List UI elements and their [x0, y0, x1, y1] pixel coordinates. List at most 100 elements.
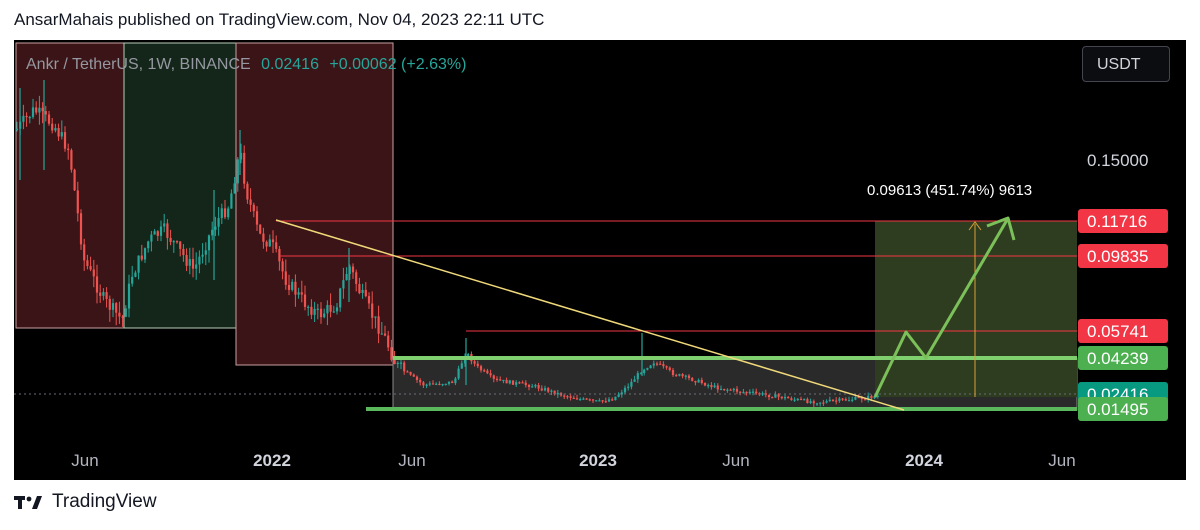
candle-body: [710, 385, 713, 388]
publish-header: AnsarMahais published on TradingView.com…: [14, 10, 545, 29]
candle-body: [92, 269, 95, 277]
candle-body: [703, 383, 707, 386]
candle-body: [335, 307, 339, 312]
candle-body: [425, 384, 428, 386]
candle-body: [246, 183, 249, 200]
candle-body: [511, 380, 515, 385]
candle-body: [371, 303, 374, 318]
candle-body: [310, 306, 313, 315]
candle-body: [521, 382, 524, 384]
candle-body: [876, 395, 879, 398]
candle-body: [332, 311, 335, 313]
candle-body: [447, 381, 451, 384]
candle-body: [502, 379, 505, 382]
chart-area[interactable]: 0.15000 0.11716 0.09835 0.05741 0.04239 0.024…: [14, 40, 1186, 480]
candle-body: [249, 199, 252, 205]
candle-body: [518, 382, 521, 384]
candle-body: [851, 399, 854, 401]
candle-body: [479, 366, 483, 371]
candle-body: [694, 381, 697, 383]
candle-body: [118, 312, 121, 317]
candle-body: [150, 234, 153, 242]
candle-body: [76, 190, 79, 214]
candle-body: [591, 399, 595, 401]
candle-body: [204, 250, 207, 255]
candle-body: [127, 283, 131, 309]
currency-button[interactable]: USDT: [1082, 46, 1170, 82]
candle-body: [767, 394, 771, 398]
candle-body: [364, 289, 367, 297]
candle-body: [252, 204, 255, 212]
candle-body: [774, 394, 777, 398]
candle-body: [707, 385, 710, 387]
candle-body: [643, 369, 646, 374]
candle-body: [825, 401, 828, 403]
candle-body: [716, 385, 719, 390]
svg-text:0.11716: 0.11716: [1087, 212, 1147, 231]
candle-body: [867, 395, 870, 400]
candle-body: [684, 375, 687, 377]
candle-body: [662, 364, 665, 367]
candle-body: [486, 370, 489, 374]
candle-body: [550, 390, 553, 392]
symbol-legend: Ankr / TetherUS, 1W, BINANCE 0.02416 +0.…: [26, 56, 466, 74]
measure-arrowhead: [968, 221, 982, 231]
candle-body: [239, 152, 243, 160]
candle-body: [854, 397, 857, 400]
candle-body: [831, 399, 835, 401]
candle-body: [134, 272, 137, 277]
candle-body: [195, 264, 198, 269]
candle-body: [179, 241, 182, 249]
svg-text:0.05741: 0.05741: [1087, 322, 1148, 341]
candle-body: [223, 208, 227, 218]
candle-body: [796, 398, 799, 401]
candle-body: [681, 374, 684, 377]
candle-body: [659, 363, 662, 365]
candle-body: [601, 400, 604, 402]
candle-body: [828, 399, 831, 402]
candle-body: [329, 305, 332, 312]
candle-body: [387, 335, 390, 348]
candle-body: [294, 281, 297, 295]
candle-body: [300, 292, 303, 295]
candle-body: [217, 218, 220, 227]
candle-body: [563, 395, 566, 397]
candle-body: [57, 128, 60, 137]
candle-body: [115, 303, 118, 313]
candle-body: [806, 399, 809, 403]
price-label-0.01495: 0.01495: [1078, 397, 1168, 421]
price-label-0.15000: 0.15000: [1087, 151, 1148, 170]
candle-body: [22, 115, 25, 122]
candle-body: [259, 224, 262, 234]
candle-body: [297, 292, 300, 295]
candle-body: [556, 392, 559, 395]
candle-body: [351, 266, 355, 273]
candle-body: [611, 399, 614, 401]
candle-body: [483, 370, 486, 372]
candle-body: [265, 241, 268, 247]
candle-body: [755, 391, 758, 394]
price-chart: 0.15000 0.11716 0.09835 0.05741 0.04239 0.024…: [14, 42, 1168, 470]
candle-body: [35, 107, 38, 113]
candle-body: [345, 274, 348, 281]
candle-body: [575, 398, 579, 400]
candle-body: [147, 241, 150, 249]
candle-body: [588, 399, 591, 401]
candle-body: [819, 402, 822, 404]
candle-body: [323, 313, 326, 318]
candle-body: [790, 398, 793, 400]
candle-body: [383, 333, 387, 336]
svg-text:0.01495: 0.01495: [1087, 400, 1148, 419]
candle-body: [719, 388, 723, 391]
candle-body: [870, 395, 873, 399]
price-label-0.09835: 0.09835: [1078, 244, 1168, 268]
candle-body: [137, 255, 140, 273]
candle-body: [111, 303, 115, 310]
candle-body: [281, 261, 284, 272]
candle-body: [799, 398, 803, 401]
candle-body: [444, 383, 447, 385]
candle-body: [604, 401, 607, 403]
candle-body: [838, 398, 841, 401]
candle-body: [406, 371, 409, 373]
candle-body: [614, 396, 617, 401]
